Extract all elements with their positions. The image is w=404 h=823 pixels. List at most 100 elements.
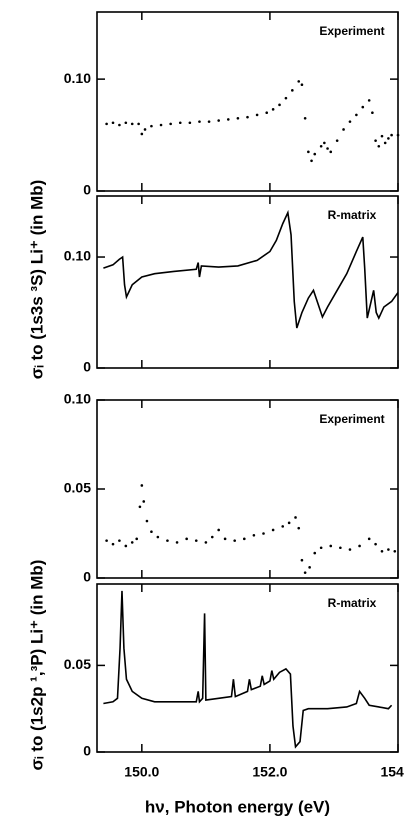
data-point (143, 128, 147, 131)
data-point (387, 548, 390, 551)
y-tick-label: 0.10 (64, 391, 91, 407)
data-line (103, 209, 399, 329)
data-point (300, 558, 304, 562)
data-point (150, 124, 153, 128)
y-tick-label: 0 (83, 743, 91, 759)
data-point (156, 535, 160, 539)
data-point (130, 122, 134, 126)
data-point (374, 139, 377, 142)
data-point (210, 535, 214, 539)
data-point (150, 530, 153, 534)
y-tick-label: 0 (83, 182, 91, 198)
data-point (262, 532, 265, 535)
data-point (111, 542, 115, 546)
data-point (323, 141, 326, 145)
y-tick-label: 0 (83, 359, 91, 375)
data-point (377, 144, 381, 148)
data-point (226, 118, 230, 121)
x-tick-label: 152.0 (252, 764, 287, 780)
data-point (303, 116, 307, 120)
data-point (242, 537, 246, 541)
data-point (297, 526, 301, 530)
data-point (142, 500, 146, 503)
data-point (188, 121, 192, 125)
data-point (297, 80, 301, 83)
data-point (217, 119, 220, 122)
x-tick-label: 150.0 (124, 764, 159, 780)
data-point (313, 152, 317, 156)
data-point (207, 120, 211, 123)
data-point (294, 516, 297, 519)
data-point (140, 484, 144, 487)
data-point (135, 537, 139, 541)
data-point (140, 132, 144, 136)
data-point (111, 121, 115, 125)
plot-frame (96, 583, 399, 753)
data-point (310, 159, 313, 163)
data-point (319, 546, 323, 550)
data-point (145, 519, 149, 523)
data-point (383, 141, 387, 145)
data-point (166, 539, 169, 542)
y-tick-label: 0.10 (64, 248, 91, 264)
data-point (194, 539, 198, 542)
data-point (198, 120, 201, 123)
y-axis-label: σᵢ to (1s2p ¹,³P) Li⁺ (in Mb) (27, 560, 46, 771)
annotation: R-matrix (328, 596, 377, 610)
data-point (396, 133, 400, 137)
data-point (185, 537, 188, 541)
annotation: R-matrix (328, 208, 377, 222)
data-point (217, 528, 220, 532)
y-axis-label: σᵢ to (1s3s ³S) Li⁺ (in Mb) (27, 180, 46, 380)
data-point (265, 111, 269, 114)
data-point (342, 128, 345, 131)
data-point (371, 111, 374, 114)
data-point (308, 566, 311, 569)
data-point (307, 150, 310, 154)
data-point (355, 113, 358, 117)
data-point (105, 122, 108, 126)
data-point (124, 544, 128, 548)
data-point (178, 121, 182, 125)
data-point (175, 541, 179, 544)
data-point (223, 537, 227, 541)
data-point (348, 548, 352, 551)
data-point (246, 115, 249, 119)
y-tick-label: 0 (83, 569, 91, 585)
data-point (387, 137, 390, 140)
data-point (124, 121, 128, 125)
data-point (281, 525, 285, 528)
plot-frame (96, 195, 399, 369)
data-point (255, 113, 259, 117)
data-point (284, 96, 288, 100)
data-point (291, 89, 294, 92)
data-point (319, 144, 323, 148)
data-point (329, 544, 333, 548)
data-point (374, 542, 377, 546)
plot-frame (96, 399, 399, 579)
data-point (367, 99, 371, 102)
data-point (313, 551, 317, 555)
data-point (303, 571, 307, 574)
data-point (358, 544, 361, 548)
y-tick-label: 0.05 (64, 656, 91, 672)
data-point (367, 537, 371, 541)
data-point (393, 550, 397, 553)
data-point (335, 139, 339, 142)
annotation: Experiment (319, 24, 384, 38)
data-point (300, 83, 304, 87)
data-point (105, 539, 108, 542)
data-line (103, 590, 393, 749)
data-point (326, 147, 329, 150)
data-point (233, 539, 236, 542)
data-point (271, 528, 275, 532)
x-axis-label: hν, Photon energy (eV) (145, 797, 330, 816)
data-point (137, 122, 140, 126)
data-point (118, 539, 121, 542)
data-point (118, 123, 121, 127)
data-point (138, 505, 142, 509)
data-point (361, 105, 365, 109)
data-point (339, 546, 342, 550)
data-point (390, 133, 393, 137)
